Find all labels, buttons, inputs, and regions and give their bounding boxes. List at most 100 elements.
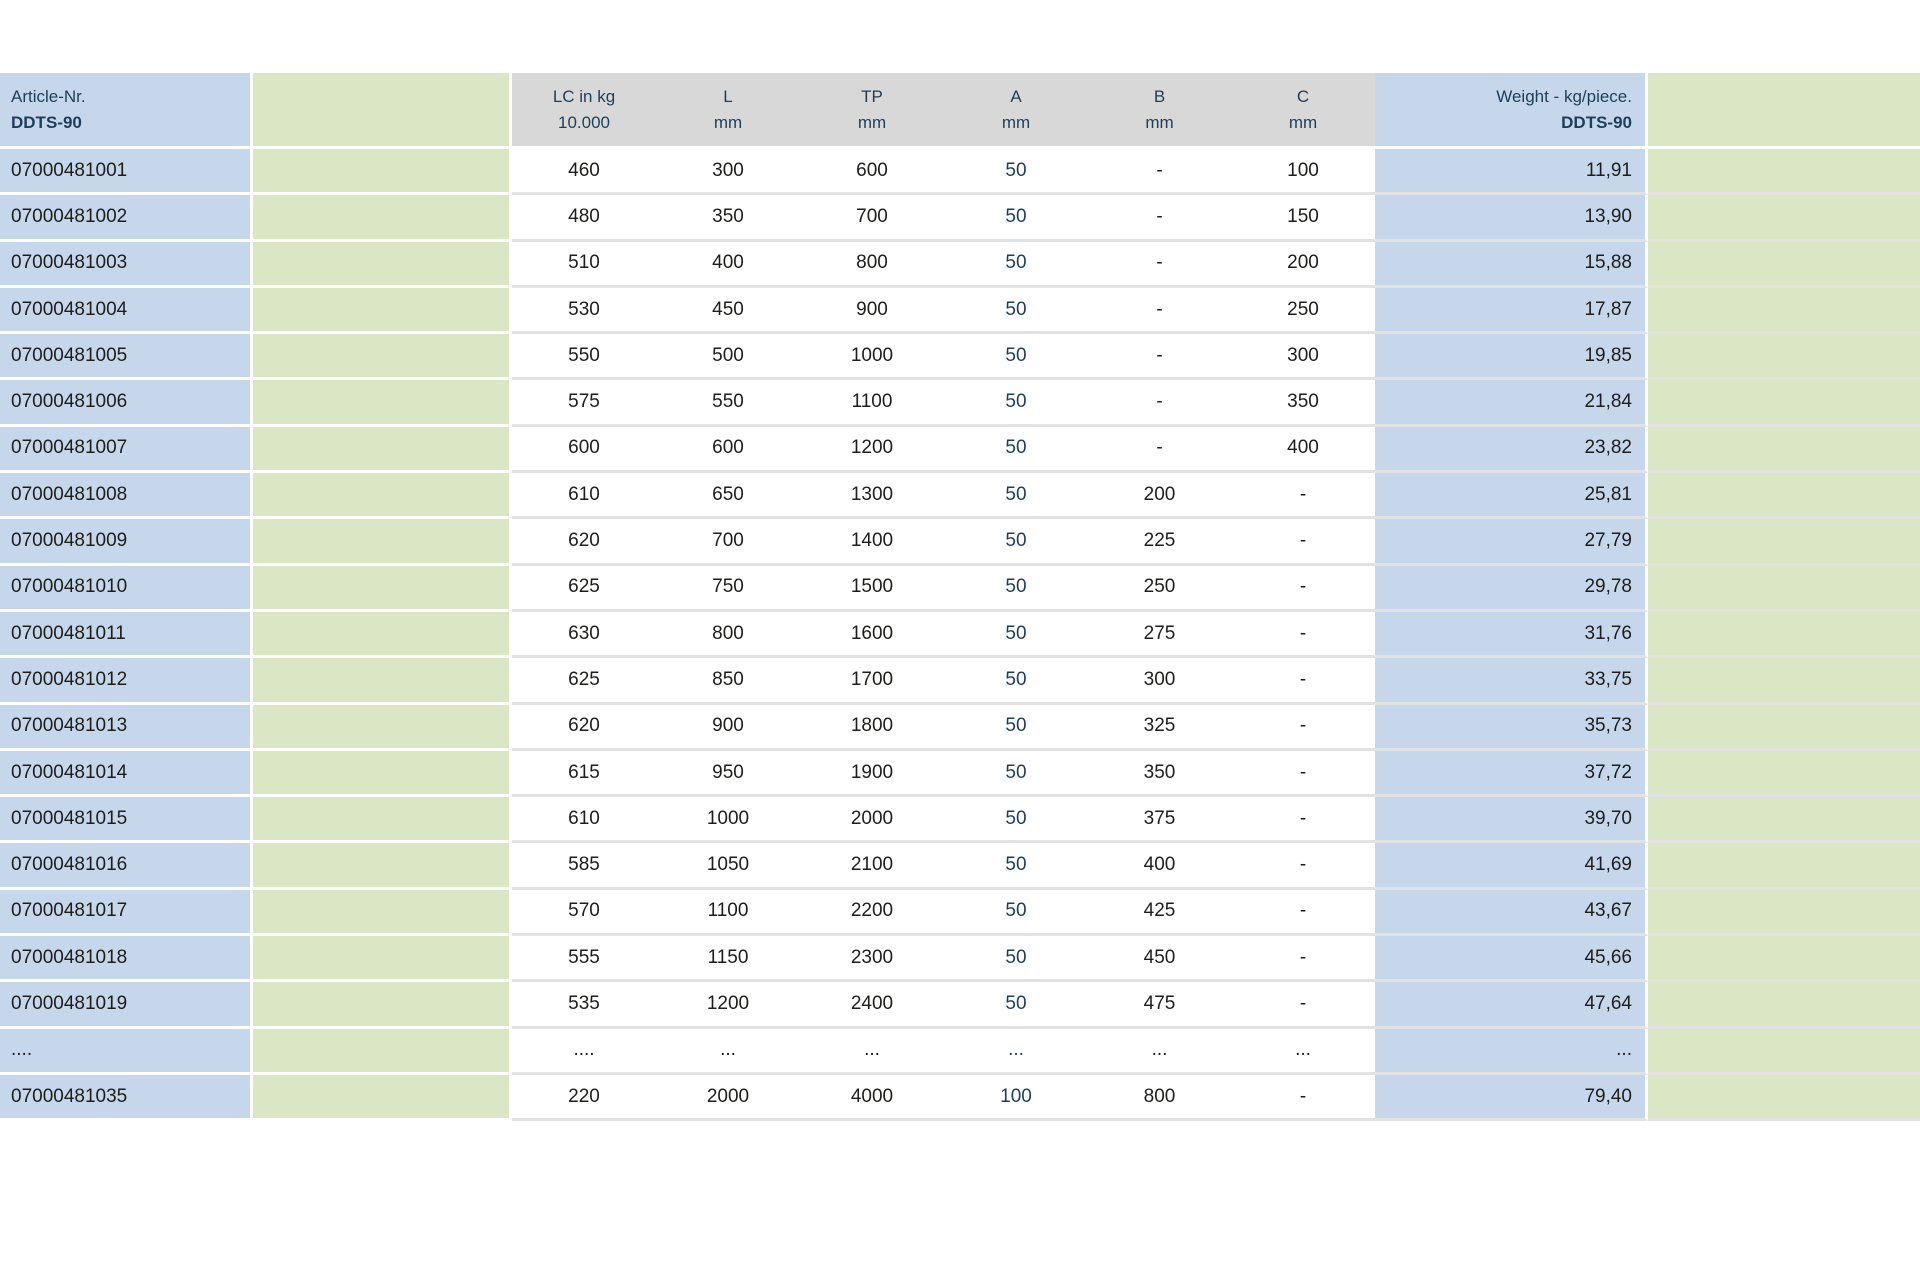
cell-c: - — [1231, 889, 1375, 937]
cell-article: 07000481010 — [0, 565, 253, 612]
cell-lc: 480 — [512, 195, 656, 242]
c-header-unit: mm — [1288, 112, 1318, 132]
cell-a: 50 — [944, 334, 1088, 381]
cell-b: - — [1088, 149, 1231, 196]
cell-article: 07000481012 — [0, 658, 253, 705]
cell-c: ... — [1231, 1028, 1375, 1075]
column-header-lc: LC in kg 10.000 — [512, 73, 656, 149]
cell-c: - — [1231, 565, 1375, 612]
cell-weight: 35,73 — [1375, 704, 1648, 751]
cell-a: 50 — [944, 241, 1088, 288]
cell-article: 07000481014 — [0, 750, 253, 798]
cell-spacer-right — [1648, 473, 1920, 520]
table-row: 07000481001 460 300 600 50-100 11,91 — [0, 149, 1920, 196]
cell-spacer-left — [253, 843, 512, 890]
table-row: 07000481002 480 350 700 50-150 13,90 — [0, 195, 1920, 242]
cell-spacer-right — [1648, 380, 1920, 427]
article-header-label: Article-Nr. — [11, 86, 86, 106]
cell-tp: 700 — [800, 195, 944, 242]
cell-weight: 37,72 — [1375, 750, 1648, 798]
cell-l: 2000 — [656, 1074, 800, 1122]
cell-b: 350 — [1088, 750, 1231, 798]
cell-spacer-right — [1648, 565, 1920, 612]
cell-tp: 1400 — [800, 519, 944, 566]
cell-lc: 510 — [512, 241, 656, 288]
cell-lc: 630 — [512, 611, 656, 659]
cell-lc: 220 — [512, 1074, 656, 1122]
cell-lc: 620 — [512, 519, 656, 566]
cell-article: 07000481009 — [0, 519, 253, 566]
cell-weight: 43,67 — [1375, 889, 1648, 937]
cell-tp: 1700 — [800, 658, 944, 705]
cell-c: - — [1231, 611, 1375, 659]
cell-l: 600 — [656, 426, 800, 474]
cell-a: 100 — [944, 1074, 1088, 1122]
cell-spacer-right — [1648, 519, 1920, 566]
cell-weight: ... — [1375, 1028, 1648, 1075]
column-header-b: B mm — [1088, 73, 1231, 149]
cell-tp: 1000 — [800, 334, 944, 381]
cell-lc: 625 — [512, 565, 656, 612]
a-header-unit: mm — [1001, 112, 1031, 132]
cell-l: 800 — [656, 611, 800, 659]
cell-b: 475 — [1088, 982, 1231, 1029]
cell-b: 400 — [1088, 843, 1231, 890]
cell-b: 425 — [1088, 889, 1231, 937]
cell-lc: 615 — [512, 750, 656, 798]
cell-tp: 2100 — [800, 843, 944, 890]
cell-b: - — [1088, 287, 1231, 335]
cell-a: ... — [944, 1028, 1088, 1075]
cell-a: 50 — [944, 750, 1088, 798]
table-row: 07000481015 610 1000 2000 50 375-39,70 — [0, 797, 1920, 844]
cell-spacer-right — [1648, 982, 1920, 1029]
column-header-a: A mm — [944, 73, 1088, 149]
cell-a: 50 — [944, 889, 1088, 937]
cell-a: 50 — [944, 380, 1088, 427]
tp-header-label: TP — [861, 86, 883, 106]
cell-l: 900 — [656, 704, 800, 751]
table-row: 07000481012 625 850 1700 50 300-33,75 — [0, 658, 1920, 705]
spacer-column-header-right — [1648, 73, 1920, 149]
cell-b: - — [1088, 426, 1231, 474]
cell-a: 50 — [944, 658, 1088, 705]
cell-tp: 4000 — [800, 1074, 944, 1122]
cell-tp: 1900 — [800, 750, 944, 798]
header-row: Article-Nr. DDTS-90 LC in kg 10.000 L mm… — [0, 73, 1920, 149]
cell-a: 50 — [944, 426, 1088, 474]
table-row: 07000481018 555 1150 2300 50 450-45,66 — [0, 936, 1920, 983]
cell-spacer-right — [1648, 750, 1920, 798]
cell-l: 550 — [656, 380, 800, 427]
cell-spacer-left — [253, 658, 512, 705]
cell-a: 50 — [944, 704, 1088, 751]
cell-lc: 620 — [512, 704, 656, 751]
table-row: 07000481004 530 450 900 50-250 17,87 — [0, 287, 1920, 335]
cell-a: 50 — [944, 473, 1088, 520]
cell-weight: 25,81 — [1375, 473, 1648, 520]
cell-c: - — [1231, 473, 1375, 520]
cell-tp: 1200 — [800, 426, 944, 474]
cell-l: 1150 — [656, 936, 800, 983]
cell-lc: 600 — [512, 426, 656, 474]
weight-header-series: DDTS-90 — [1561, 112, 1632, 132]
cell-l: 850 — [656, 658, 800, 705]
cell-weight: 45,66 — [1375, 936, 1648, 983]
table-row: 07000481008 610 650 1300 50 200-25,81 — [0, 473, 1920, 520]
cell-a: 50 — [944, 149, 1088, 196]
cell-spacer-left — [253, 936, 512, 983]
cell-weight: 21,84 — [1375, 380, 1648, 427]
cell-c: 100 — [1231, 149, 1375, 196]
cell-b: ... — [1088, 1028, 1231, 1075]
c-header-label: C — [1296, 86, 1310, 106]
cell-c: - — [1231, 658, 1375, 705]
catalog-page: Article-Nr. DDTS-90 LC in kg 10.000 L mm… — [0, 73, 1920, 1273]
cell-a: 50 — [944, 843, 1088, 890]
cell-a: 50 — [944, 195, 1088, 242]
table-row: 07000481006 575 550 1100 50-350 21,84 — [0, 380, 1920, 427]
cell-l: 500 — [656, 334, 800, 381]
cell-spacer-left — [253, 1074, 512, 1122]
column-header-l: L mm — [656, 73, 800, 149]
cell-weight: 41,69 — [1375, 843, 1648, 890]
cell-spacer-right — [1648, 195, 1920, 242]
cell-tp: 1100 — [800, 380, 944, 427]
cell-tp: 2300 — [800, 936, 944, 983]
